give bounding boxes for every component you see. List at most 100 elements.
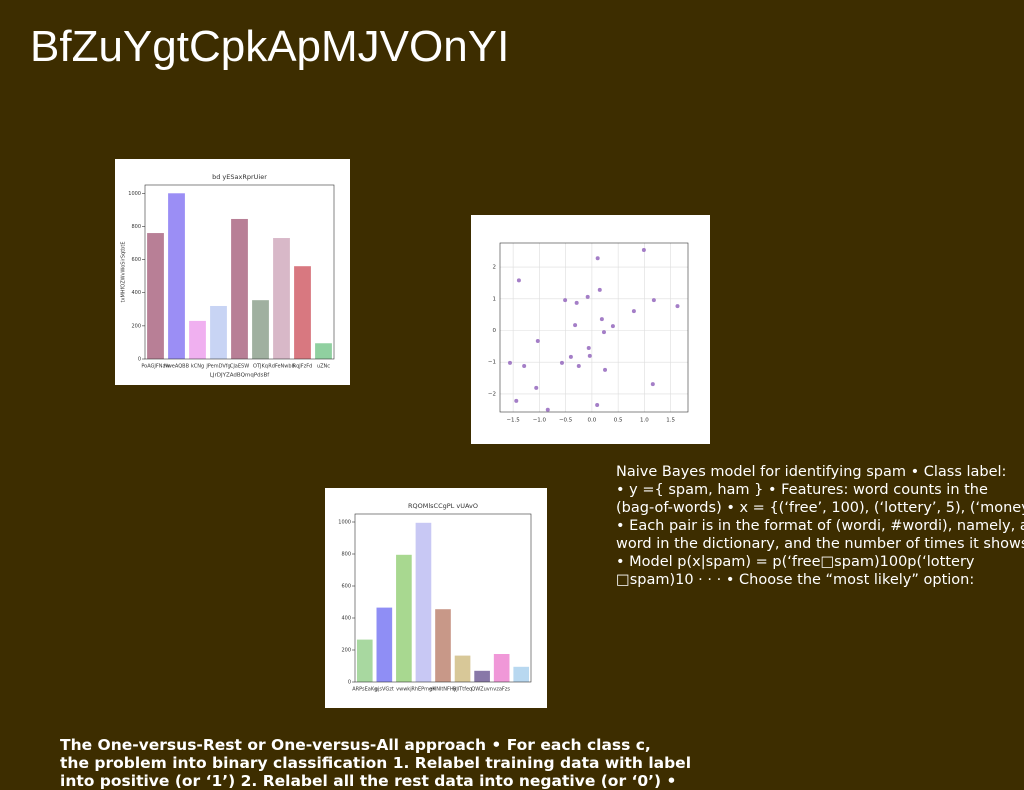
bar bbox=[435, 609, 451, 682]
text-line: (bag-of-words) • x = {(‘free’, 100), (‘l… bbox=[616, 500, 1024, 516]
text-line: Naive Bayes model for identifying spam •… bbox=[616, 464, 1007, 480]
text-block: Naive Bayes model for identifying spam •… bbox=[616, 463, 1024, 589]
bar bbox=[168, 193, 185, 359]
point bbox=[568, 354, 573, 359]
chart-title: RQOMlsCCgPL vUAvO bbox=[408, 502, 478, 510]
y-tick-label: 1000 bbox=[128, 191, 141, 197]
point bbox=[631, 309, 636, 314]
x-tick-label: uZNc bbox=[317, 364, 330, 370]
bar bbox=[396, 554, 412, 682]
point bbox=[574, 300, 579, 305]
bar bbox=[493, 654, 510, 682]
x-tick-label: OTJKq bbox=[253, 364, 268, 370]
x-tick-label: JPemDVfg bbox=[205, 364, 230, 370]
bar bbox=[231, 218, 248, 359]
x-tick-label: vzaFzs bbox=[493, 687, 510, 693]
text-line: word in the dictionary, and the number o… bbox=[616, 536, 1024, 552]
x-axis-label: LJrDJYZAdBQmqPdsBf bbox=[210, 373, 270, 379]
x-tick-label: 0.5 bbox=[614, 418, 623, 424]
x-tick-label: gjsVGzt bbox=[375, 687, 394, 693]
bar bbox=[376, 607, 393, 682]
y-tick-label: 600 bbox=[131, 257, 141, 263]
point bbox=[516, 278, 521, 283]
bar bbox=[147, 233, 164, 359]
point bbox=[534, 385, 539, 390]
point bbox=[675, 304, 680, 309]
bar bbox=[252, 300, 269, 359]
y-tick-label: 0 bbox=[493, 328, 497, 334]
bar bbox=[210, 305, 227, 359]
bar bbox=[474, 670, 490, 682]
point bbox=[597, 287, 602, 292]
point bbox=[587, 353, 592, 358]
x-tick-label: ARPsEaKg bbox=[352, 687, 377, 693]
x-tick-label: eHNltNFHy bbox=[429, 687, 456, 693]
y-tick-label: 2 bbox=[493, 265, 497, 271]
x-tick-label: CJaESW bbox=[230, 364, 249, 370]
chart: −1.5 −1.0 −0.5 0.0 0.5 1.0 1.5 −2 −1 0 1 2 bbox=[471, 215, 710, 444]
y-tick-label: 0 bbox=[138, 357, 141, 363]
bar bbox=[513, 666, 530, 682]
x-tick-label: RqJFzFd bbox=[293, 364, 313, 370]
x-tick-label: −1.5 bbox=[506, 418, 520, 424]
point bbox=[535, 338, 540, 343]
y-tick-label: −2 bbox=[488, 391, 496, 397]
chart: bd yESaxRprUier 0 200 400 600 800 1000 PoAGJFNa… bbox=[115, 159, 350, 385]
x-tick-label: NweAQBB bbox=[164, 364, 190, 370]
y-tick-label: 1000 bbox=[338, 520, 351, 526]
point bbox=[603, 367, 608, 372]
point bbox=[595, 256, 600, 261]
point bbox=[641, 247, 646, 252]
plot-frame bbox=[354, 513, 532, 683]
text-line: The One-versus-Rest or One-versus-All ap… bbox=[60, 736, 651, 754]
point bbox=[610, 324, 615, 329]
slide-title: BfZuYgtCpkApMJVOnYI bbox=[30, 22, 510, 71]
y-tick-label: 400 bbox=[131, 290, 141, 296]
x-tick-label: 1.0 bbox=[640, 418, 649, 424]
y-tick-label: −1 bbox=[488, 360, 496, 366]
x-tick-label: RhEPmgK bbox=[411, 687, 436, 693]
y-tick-label: 400 bbox=[341, 616, 351, 622]
bar bbox=[415, 522, 432, 682]
point bbox=[601, 330, 606, 335]
bar bbox=[294, 266, 311, 359]
x-tick-label: QWZuvn bbox=[471, 687, 493, 693]
x-tick-label: kCNg bbox=[191, 364, 204, 370]
bar bbox=[273, 238, 290, 359]
point bbox=[559, 360, 564, 365]
point bbox=[563, 298, 568, 303]
x-tick-label: −0.5 bbox=[559, 418, 573, 424]
x-tick-label: 1.5 bbox=[666, 418, 675, 424]
x-tick-label: vwwkj bbox=[396, 687, 411, 693]
chart: RQOMlsCCgPL vUAvO 0 200 400 600 800 1000 ARPsEa… bbox=[325, 488, 547, 708]
plot-frame bbox=[144, 184, 335, 360]
point bbox=[576, 364, 581, 369]
text-line: into positive (or ‘1’) 2. Relabel all th… bbox=[60, 772, 677, 790]
text-line: • Each pair is in the format of (wordi, … bbox=[616, 518, 1024, 534]
text-line: • y ={ spam, ham } • Features: word coun… bbox=[616, 482, 988, 498]
y-tick-label: 800 bbox=[131, 224, 141, 230]
footer-text: The One-versus-Rest or One-versus-All ap… bbox=[60, 736, 691, 790]
point bbox=[545, 407, 550, 412]
text-line: the problem into binary classification 1… bbox=[60, 754, 692, 772]
text-line: • Model p(x|spam) = p(‘free□spam)100p(‘l… bbox=[616, 554, 975, 570]
chart-title: bd yESaxRprUier bbox=[212, 173, 267, 181]
point bbox=[599, 317, 604, 322]
y-tick-label: 0 bbox=[348, 680, 351, 686]
point bbox=[586, 345, 591, 350]
x-tick-label: PoAGJFNaw bbox=[141, 364, 169, 370]
y-axis-label: txMHfOZWvWoSirSqtbtE bbox=[121, 242, 127, 303]
point bbox=[514, 398, 519, 403]
x-tick-label: RdFeNwbb bbox=[268, 364, 295, 370]
x-tick-label: 0.0 bbox=[588, 418, 597, 424]
plot-frame bbox=[499, 242, 689, 413]
point bbox=[651, 298, 656, 303]
y-tick-label: 1 bbox=[493, 296, 497, 302]
x-tick-label: −1.0 bbox=[533, 418, 547, 424]
bar bbox=[454, 655, 471, 682]
y-tick-label: 800 bbox=[341, 552, 351, 558]
y-tick-label: 200 bbox=[131, 323, 141, 329]
point bbox=[585, 294, 590, 299]
point bbox=[507, 360, 512, 365]
